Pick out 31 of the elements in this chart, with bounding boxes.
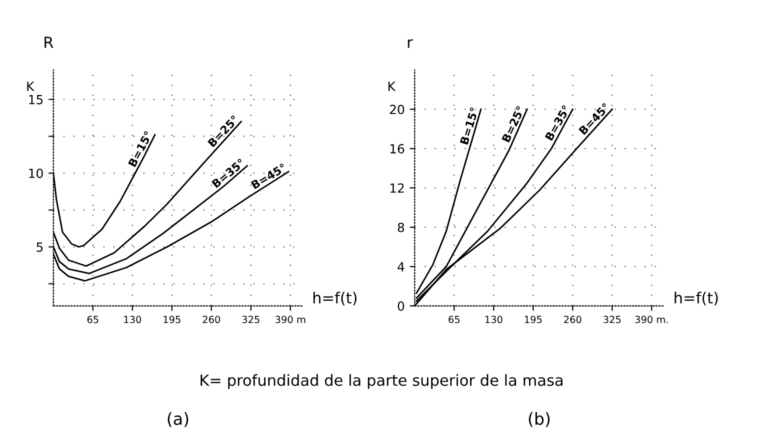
text: (a) — [168, 412, 188, 427]
y-tick-label: 16 — [390, 144, 404, 154]
y-tick-label: 5 — [36, 242, 43, 252]
y-tick-label: 4 — [398, 262, 404, 272]
x-tick-label: 130 — [485, 316, 502, 324]
x-tick-label: 130 — [124, 316, 142, 324]
x-tick-label: 260 — [202, 316, 220, 324]
x-tick-label: 195 — [524, 316, 542, 324]
y-tick-label: 15 — [29, 95, 43, 104]
x-tick-label: 65 — [448, 316, 460, 324]
y-axis-title: r — [408, 39, 413, 48]
x-axis-title: h=f(t) — [313, 292, 357, 306]
y-tick-label: 0 — [398, 301, 404, 311]
text: K — [388, 82, 396, 91]
x-tick-label: 390 m — [276, 316, 306, 324]
x-tick-label: 260 — [564, 316, 582, 324]
x-tick-label: 325 — [604, 316, 621, 324]
x-tick-label: 195 — [164, 316, 180, 324]
y-axis-title: R — [44, 36, 54, 48]
x-tick-label: 325 — [242, 316, 260, 324]
text: B=15° — [460, 107, 479, 145]
x-tick-label: 65 — [87, 316, 98, 324]
y-tick-label: 20 — [390, 104, 404, 114]
text: K — [27, 82, 34, 91]
text: (b) — [528, 412, 550, 427]
x-tick-label: 390 m. — [635, 316, 668, 324]
text: K= profundidad de la parte superior de la masa — [200, 374, 562, 389]
x-axis-title: h=f(t) — [674, 292, 718, 306]
y-tick-label: 12 — [390, 183, 404, 193]
y-tick-label: 8 — [398, 222, 404, 232]
y-tick-label: 10 — [29, 168, 43, 178]
